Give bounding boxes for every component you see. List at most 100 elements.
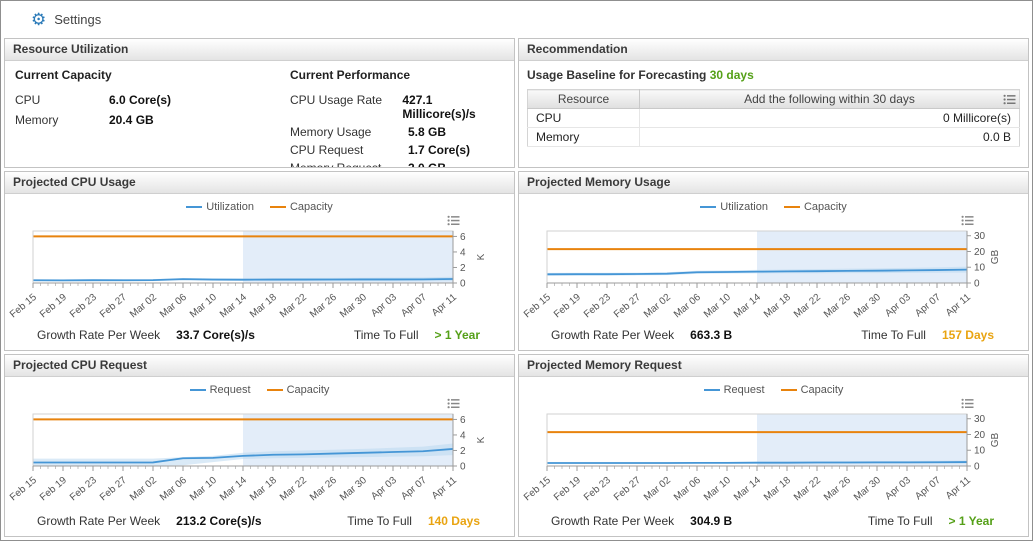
performance-row-memory-usage: Memory Usage 5.8 GB	[290, 125, 504, 139]
chart-legend: Utilization Capacity	[5, 201, 514, 213]
cpu-label: CPU	[15, 93, 41, 107]
cpu-request-label: CPU Request	[290, 143, 364, 157]
svg-text:Apr 03: Apr 03	[369, 292, 399, 320]
svg-text:Feb 27: Feb 27	[98, 292, 129, 321]
svg-text:Mar 14: Mar 14	[732, 292, 763, 321]
chart-menu-icon[interactable]	[447, 215, 460, 226]
panel-projected-memory-request: Projected Memory Request Request Capacit…	[518, 354, 1029, 537]
chart-menu-icon[interactable]	[447, 398, 460, 409]
settings-link[interactable]: Settings	[54, 12, 102, 27]
svg-text:Feb 27: Feb 27	[612, 475, 643, 504]
svg-text:Mar 30: Mar 30	[852, 292, 883, 321]
svg-text:Apr 07: Apr 07	[913, 475, 943, 503]
cpu-request-value: 1.7 Core(s)	[408, 143, 471, 157]
svg-text:Mar 18: Mar 18	[762, 292, 793, 321]
memory-request-value: 2.0 GB	[408, 161, 447, 168]
chart-legend: Request Capacity	[519, 384, 1028, 396]
series-swatch	[186, 206, 203, 208]
svg-text:Mar 06: Mar 06	[158, 292, 189, 321]
series-swatch	[703, 389, 720, 391]
topbar: ⚙ Settings	[1, 1, 1032, 38]
svg-text:Mar 02: Mar 02	[128, 475, 159, 504]
current-capacity-title: Current Capacity	[15, 68, 112, 82]
svg-text:Mar 10: Mar 10	[188, 292, 219, 321]
resource-utilization-header: Resource Utilization	[5, 39, 514, 61]
svg-text:Feb 27: Feb 27	[612, 292, 643, 321]
svg-text:30: 30	[974, 414, 986, 425]
chart-stats: Growth Rate Per Week 663.3 B Time To Ful…	[551, 328, 994, 342]
svg-text:Mar 18: Mar 18	[248, 475, 279, 504]
add-within-column-header: Add the following within 30 days	[639, 89, 1020, 109]
memory-request-label: Memory Request	[290, 161, 382, 168]
chart-menu-icon[interactable]	[961, 398, 974, 409]
svg-text:Mar 02: Mar 02	[642, 292, 673, 321]
svg-text:Mar 22: Mar 22	[792, 475, 823, 504]
svg-text:0: 0	[974, 279, 980, 290]
svg-text:Apr 11: Apr 11	[944, 292, 973, 319]
recommendation-table: Resource Add the following within 30 day…	[527, 89, 1020, 147]
growth-rate-stat: Growth Rate Per Week 304.9 B	[551, 514, 733, 528]
recommendation-table-header-row: Resource Add the following within 30 day…	[527, 89, 1020, 109]
capacity-swatch	[780, 389, 797, 391]
current-performance-title: Current Performance	[290, 68, 411, 82]
table-row[interactable]: CPU 0 Millicore(s)	[527, 108, 1020, 128]
current-capacity-section: Current Capacity CPU 6.0 Core(s) Memory …	[5, 61, 278, 167]
recommendation-body: Usage Baseline for Forecasting 30 days R…	[519, 61, 1028, 167]
resource-cell: Memory	[527, 127, 640, 147]
capacity-swatch	[783, 206, 800, 208]
svg-text:GB: GB	[990, 249, 1001, 264]
resource-column-header: Resource	[527, 89, 640, 109]
usage-baseline-label: Usage Baseline for Forecasting	[527, 68, 707, 82]
svg-text:4: 4	[460, 247, 466, 258]
legend-capacity: Capacity	[266, 384, 329, 396]
chart-menu-icon[interactable]	[961, 215, 974, 226]
svg-text:6: 6	[460, 232, 466, 243]
projected-cpu-request-body: Request Capacity 0 2 4 6 K Feb 15 Feb 19 Feb 23…	[5, 377, 514, 536]
chart-stats: Growth Rate Per Week 304.9 B Time To Ful…	[551, 514, 994, 528]
cpu-usage-rate-value: 427.1 Millicore(s)/s	[402, 93, 476, 121]
cpu-value: 6.0 Core(s)	[109, 93, 172, 107]
svg-text:20: 20	[974, 247, 986, 258]
svg-text:Mar 30: Mar 30	[852, 475, 883, 504]
gear-icon[interactable]: ⚙	[31, 10, 47, 29]
svg-text:Mar 18: Mar 18	[248, 292, 279, 321]
table-row[interactable]: Memory 0.0 B	[527, 127, 1020, 147]
value-cell: 0 Millicore(s)	[639, 108, 1020, 128]
performance-row-cpu-usage-rate: CPU Usage Rate 427.1 Millicore(s)/s	[290, 93, 504, 121]
svg-text:4: 4	[460, 430, 466, 441]
time-to-full-stat: Time To Full > 1 Year	[867, 514, 994, 528]
cpu-usage-rate-label: CPU Usage Rate	[290, 93, 383, 107]
svg-text:Mar 26: Mar 26	[822, 475, 853, 504]
svg-text:Feb 15: Feb 15	[522, 475, 553, 504]
panel-resource-utilization: Resource Utilization Current Capacity CP…	[4, 38, 515, 168]
table-menu-icon[interactable]	[1003, 94, 1016, 108]
performance-row-memory-request: Memory Request 2.0 GB	[290, 161, 504, 168]
svg-text:Mar 14: Mar 14	[732, 475, 763, 504]
legend-capacity: Capacity	[780, 384, 843, 396]
svg-text:Feb 15: Feb 15	[8, 475, 39, 504]
svg-text:Apr 07: Apr 07	[913, 292, 943, 320]
svg-text:Mar 02: Mar 02	[128, 292, 159, 321]
legend-request: Request	[703, 384, 765, 396]
usage-baseline-line: Usage Baseline for Forecasting 30 days	[527, 68, 1020, 82]
cpu-usage-chart[interactable]: 0 2 4 6 K Feb 15 Feb 19 Feb 23 Feb 27 Mar 02 Mar 0…	[8, 228, 509, 342]
svg-text:Feb 19: Feb 19	[552, 292, 583, 321]
series-swatch	[189, 389, 206, 391]
svg-text:Apr 11: Apr 11	[944, 475, 973, 502]
capacity-swatch	[266, 389, 283, 391]
capacity-row-cpu: CPU 6.0 Core(s)	[15, 93, 268, 107]
svg-text:Mar 30: Mar 30	[338, 292, 369, 321]
cpu-request-chart[interactable]: 0 2 4 6 K Feb 15 Feb 19 Feb 23 Feb 27 Mar 02 Mar 0…	[8, 411, 509, 525]
usage-baseline-value: 30 days	[709, 68, 754, 82]
svg-text:Mar 22: Mar 22	[792, 292, 823, 321]
recommendation-header: Recommendation	[519, 39, 1028, 61]
projected-memory-usage-header: Projected Memory Usage	[519, 172, 1028, 194]
svg-text:10: 10	[974, 446, 986, 457]
memory-value: 20.4 GB	[109, 113, 154, 127]
projected-cpu-usage-body: Utilization Capacity 0 2 4 6 K Feb 15 Feb 19 Fe…	[5, 194, 514, 350]
projected-cpu-usage-header: Projected CPU Usage	[5, 172, 514, 194]
svg-text:Feb 19: Feb 19	[38, 292, 69, 321]
chart-legend: Request Capacity	[5, 384, 514, 396]
